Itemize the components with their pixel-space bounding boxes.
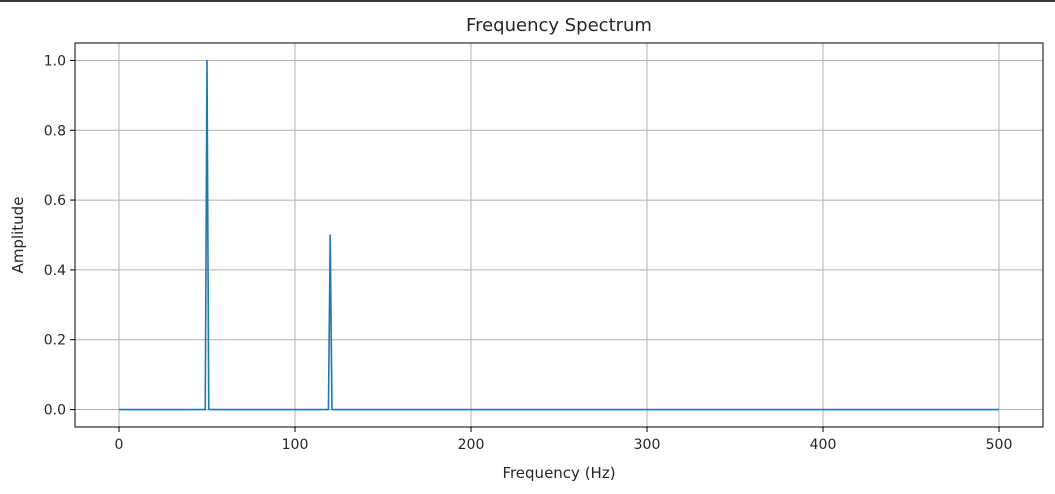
y-tick-label: 0.8 — [44, 123, 66, 139]
y-tick-label: 0.4 — [44, 263, 66, 279]
x-tick-label: 0 — [115, 437, 124, 453]
x-tick-label: 400 — [810, 437, 837, 453]
top-border — [0, 0, 1055, 2]
plot-frame — [74, 42, 1044, 428]
y-tick-label: 1.0 — [44, 53, 66, 69]
spectrum-line — [119, 59, 999, 411]
grid — [75, 43, 1043, 427]
chart-title: Frequency Spectrum — [466, 15, 652, 36]
x-tick-label: 300 — [634, 437, 661, 453]
x-tick-label: 500 — [986, 437, 1013, 453]
series-layer — [119, 59, 999, 411]
y-tick-label: 0.2 — [44, 333, 66, 349]
x-tick-label: 200 — [458, 437, 485, 453]
y-axis-label: Amplitude — [9, 197, 27, 274]
y-tick-label: 0.6 — [44, 193, 66, 209]
x-axis-label: Frequency (Hz) — [502, 464, 615, 482]
x-tick-label: 100 — [282, 437, 309, 453]
ticks: 0 100 200 300 400 500 0.0 0.2 0.4 0.6 0.8 1.0 — [44, 53, 1013, 453]
y-tick-label: 0.0 — [44, 403, 66, 419]
